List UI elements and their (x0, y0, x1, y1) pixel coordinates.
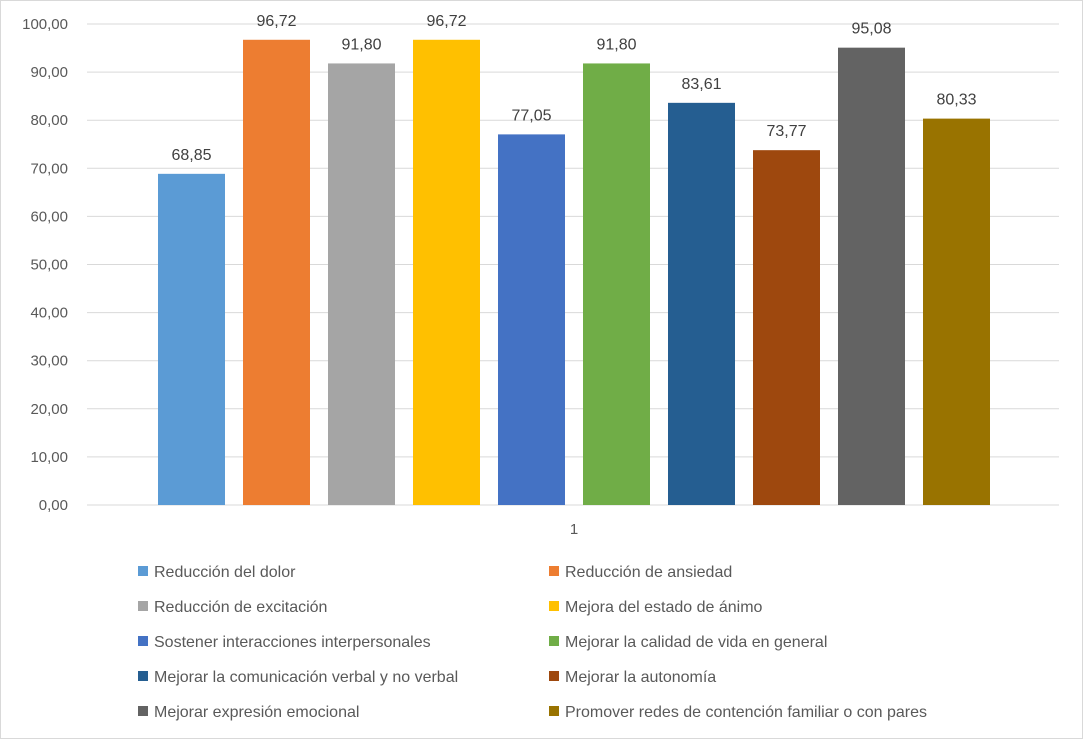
bar (413, 39, 480, 506)
y-tick-label: 50,00 (30, 257, 68, 274)
bar (243, 39, 310, 506)
bar (753, 150, 820, 505)
data-label: 73,77 (766, 123, 806, 140)
y-tick-label: 40,00 (30, 305, 68, 322)
data-label: 83,61 (681, 76, 721, 93)
legend-swatch (138, 566, 148, 576)
legend-swatch (549, 706, 559, 716)
bar (923, 118, 990, 505)
legend-label: Promover redes de contención familiar o … (565, 704, 927, 721)
legend-swatch (138, 671, 148, 681)
data-label: 77,05 (511, 107, 551, 124)
y-tick-label: 90,00 (30, 64, 68, 81)
legend-swatch (138, 706, 148, 716)
legend-label: Reducción del dolor (154, 564, 296, 581)
bar (583, 63, 650, 505)
legend-swatch (549, 566, 559, 576)
legend-swatch (138, 636, 148, 646)
legend-label: Mejorar la autonomía (565, 669, 716, 686)
legend-label: Reducción de excitación (154, 599, 327, 616)
data-label: 68,85 (171, 147, 211, 164)
bar (328, 63, 395, 505)
legend-label: Mejorar la calidad de vida en general (565, 634, 827, 651)
y-tick-label: 70,00 (30, 160, 68, 177)
legend-swatch (138, 601, 148, 611)
legend-label: Sostener interacciones interpersonales (154, 634, 431, 651)
legend-label: Mejorar expresión emocional (154, 704, 359, 721)
bar (838, 47, 905, 506)
data-label: 96,72 (256, 13, 296, 30)
y-tick-label: 100,00 (22, 16, 68, 33)
y-tick-label: 80,00 (30, 112, 68, 129)
bar (158, 173, 225, 506)
x-tick-label: 1 (570, 521, 578, 538)
legend-label: Mejora del estado de ánimo (565, 599, 763, 616)
y-tick-label: 60,00 (30, 208, 68, 225)
data-label: 96,72 (426, 13, 466, 30)
legend-label: Reducción de ansiedad (565, 564, 732, 581)
bar (498, 134, 565, 505)
legend-label: Mejorar la comunicación verbal y no verb… (154, 669, 458, 686)
bar (668, 102, 735, 505)
legend-swatch (549, 601, 559, 611)
data-label: 95,08 (851, 21, 891, 38)
y-tick-label: 0,00 (39, 497, 68, 514)
legend-swatch (549, 671, 559, 681)
data-label: 91,80 (596, 36, 636, 53)
y-tick-label: 10,00 (30, 449, 68, 466)
data-label: 80,33 (936, 92, 976, 109)
legend-swatch (549, 636, 559, 646)
y-tick-label: 20,00 (30, 401, 68, 418)
y-tick-label: 30,00 (30, 353, 68, 370)
data-label: 91,80 (341, 36, 381, 53)
